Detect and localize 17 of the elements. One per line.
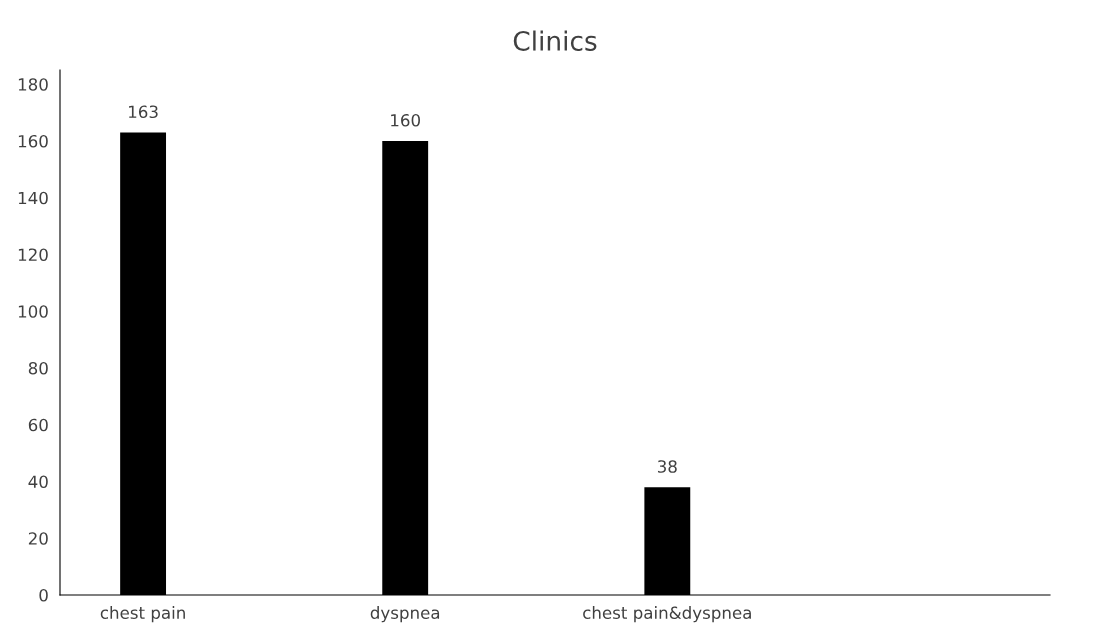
y-tick-label: 0 <box>39 588 48 602</box>
y-tick-label: 80 <box>28 361 48 375</box>
data-label: 38 <box>657 460 677 473</box>
chart-title: Clinics <box>513 30 597 51</box>
y-tick-label: 140 <box>18 191 48 205</box>
y-tick-label: 120 <box>18 248 48 262</box>
y-tick-label: 40 <box>28 475 48 489</box>
data-label: 160 <box>391 114 420 127</box>
x-tick-label: chest pain&dyspnea <box>583 606 751 623</box>
x-tick-label: chest pain <box>100 606 185 623</box>
y-tick-label: 20 <box>28 532 48 545</box>
data-label: 163 <box>129 105 158 119</box>
y-tick-label: 60 <box>28 418 48 432</box>
y-tick-label: 160 <box>18 134 48 148</box>
x-tick-label: dyspnea <box>370 606 440 623</box>
y-tick-label: 100 <box>18 305 48 318</box>
y-tick-label: 180 <box>18 78 48 91</box>
